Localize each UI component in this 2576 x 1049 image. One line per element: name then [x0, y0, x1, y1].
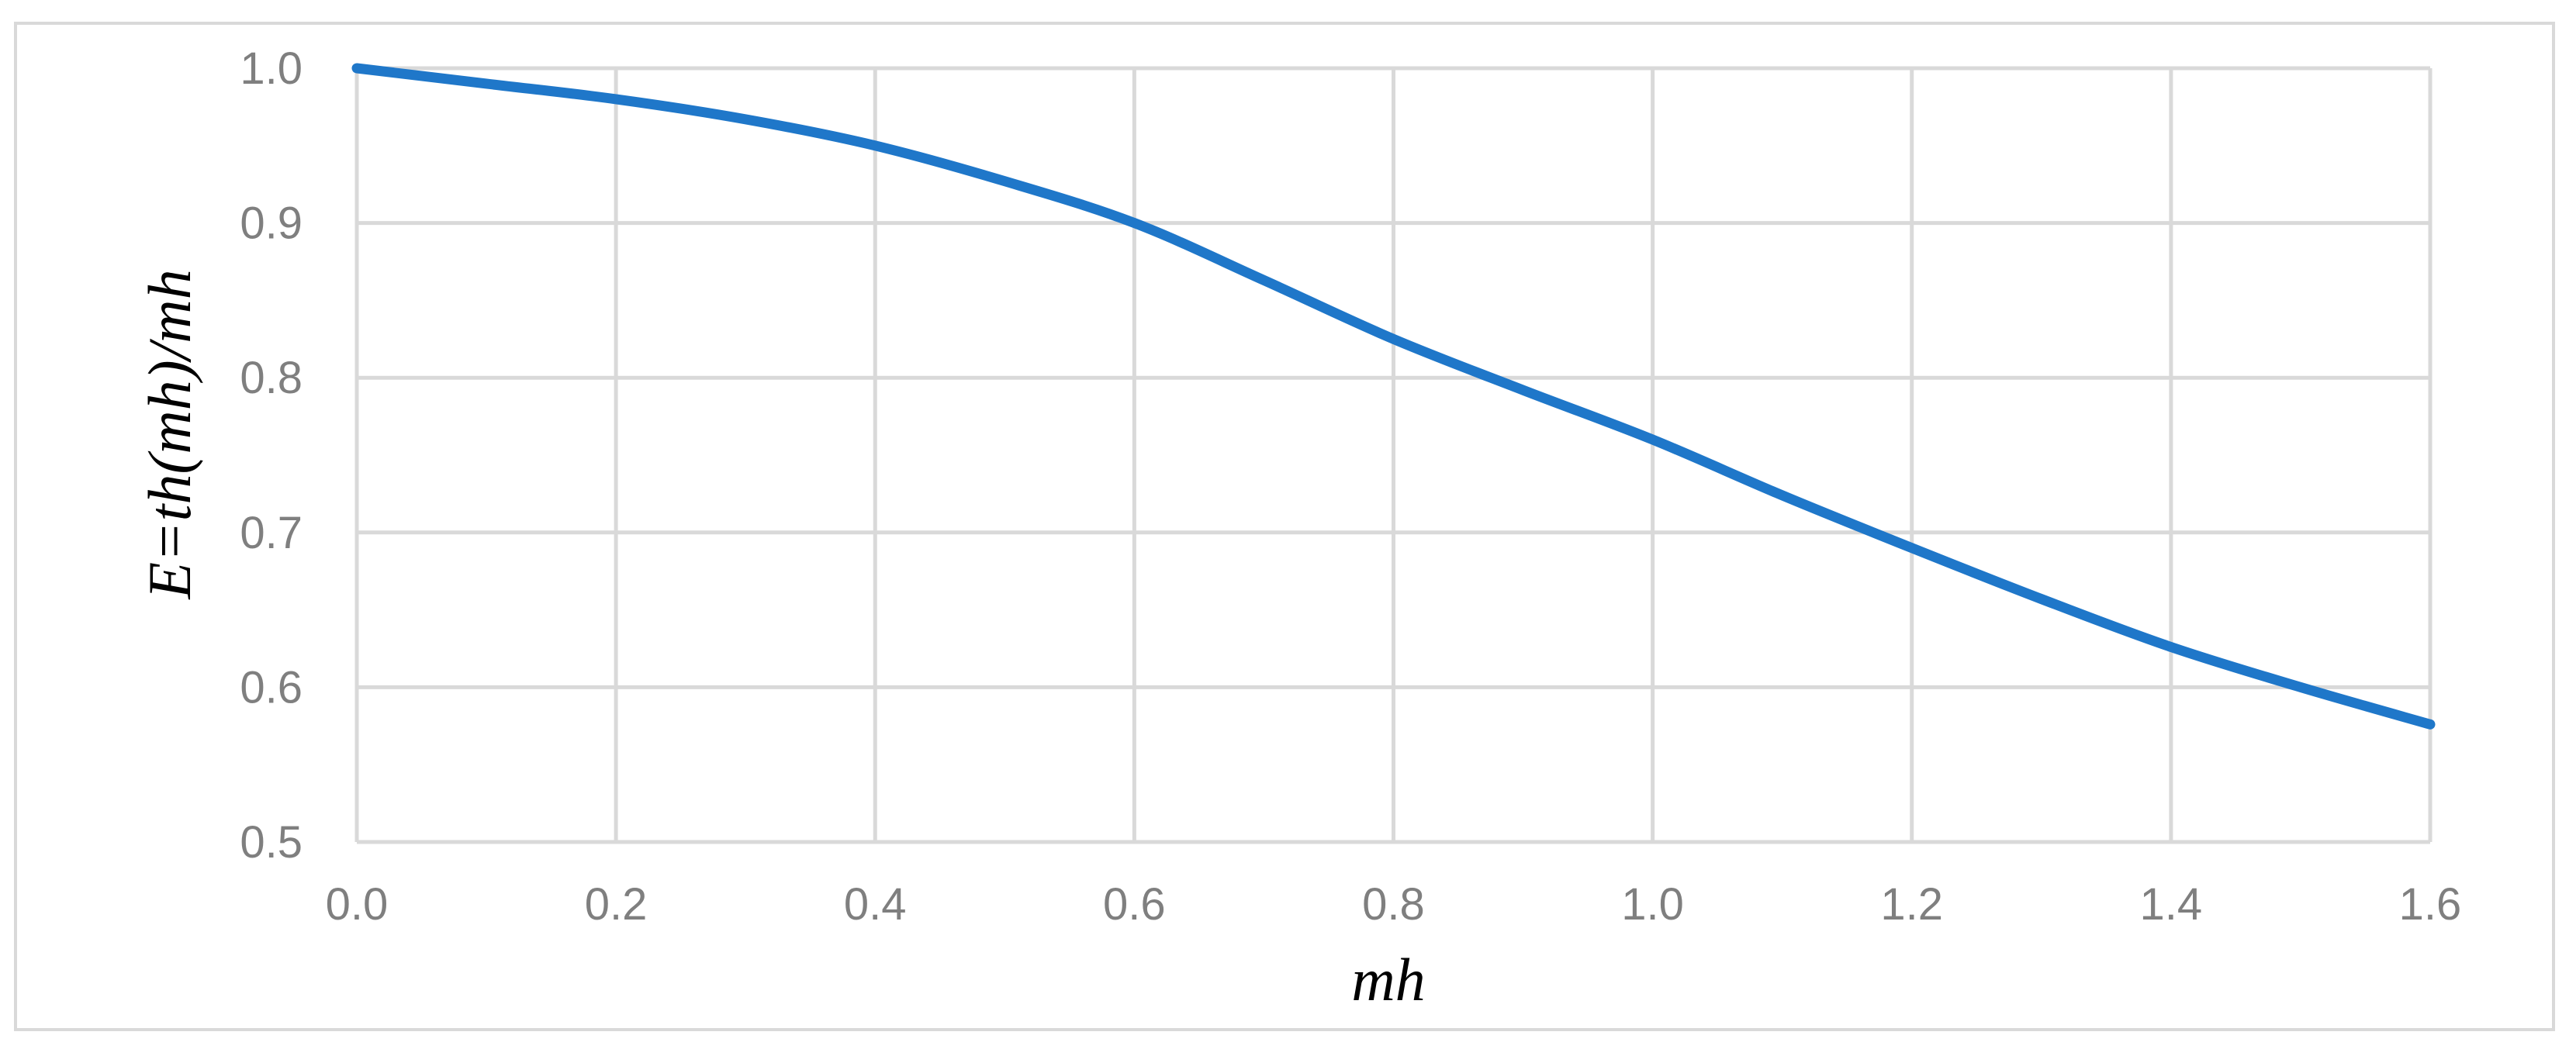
y-tick-label: 0.7: [240, 508, 303, 558]
y-tick-label: 0.6: [240, 662, 303, 713]
series-layer: [351, 63, 2436, 730]
x-tick-label: 1.6: [2399, 879, 2462, 930]
chart-frame: [14, 22, 2555, 1031]
y-axis-ticks: 0.5 0.6 0.7 0.8 0.9 1.0: [240, 43, 303, 868]
x-tick-label: 0.4: [844, 879, 907, 930]
x-tick-label: 0.2: [585, 879, 648, 930]
x-axis-label: mh: [1351, 946, 1425, 1013]
y-tick-label: 0.9: [240, 198, 303, 249]
y-tick-label: 1.0: [240, 43, 303, 94]
x-tick-label: 1.0: [1621, 879, 1684, 930]
x-tick-label: 0.6: [1103, 879, 1166, 930]
x-tick-label: 0.8: [1362, 879, 1425, 930]
x-tick-label: 1.2: [1880, 879, 1943, 930]
x-tick-label: 1.4: [2140, 879, 2203, 930]
y-axis-label: E=th(mh)/mh: [136, 269, 203, 599]
x-axis-ticks: 0.0 0.2 0.4 0.6 0.8 1.0 1.2 1.4 1.6: [326, 879, 2462, 930]
series-line: [351, 63, 2436, 730]
grid-lines: [354, 66, 2433, 844]
y-tick-label: 0.8: [240, 353, 303, 403]
y-tick-label: 0.5: [240, 817, 303, 868]
x-tick-label: 0.0: [326, 879, 389, 930]
